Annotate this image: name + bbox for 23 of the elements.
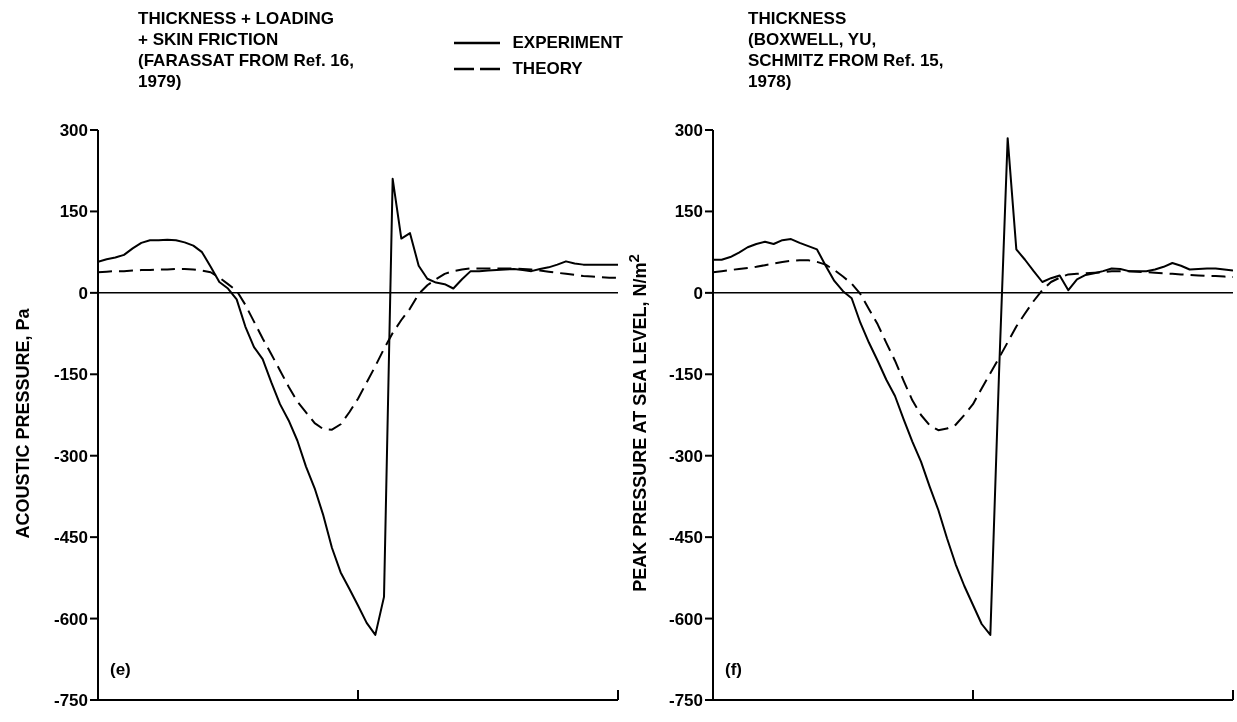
- y-tick-label: -150: [53, 365, 88, 385]
- y-tick-label: 300: [59, 121, 88, 141]
- y-tick-label: -450: [53, 528, 88, 548]
- y-tick-label: -750: [668, 691, 703, 711]
- legend-label: EXPERIMENT: [512, 33, 623, 53]
- legend-label: THEORY: [512, 59, 583, 79]
- y-tick-label: -150: [668, 365, 703, 385]
- chart-title: THICKNESS + LOADING + SKIN FRICTION (FARASSAT FROM Ref. 16, 1979): [138, 8, 354, 92]
- y-tick-label: 150: [674, 202, 703, 222]
- y-tick-label: -300: [53, 446, 88, 466]
- annotation: (f): [725, 660, 742, 680]
- y-tick-label: 0: [693, 283, 703, 303]
- y-tick-label: -600: [53, 609, 88, 629]
- y-tick-label: -450: [668, 528, 703, 548]
- y-tick-label: -600: [668, 609, 703, 629]
- chart-title: THICKNESS (BOXWELL, YU, SCHMITZ FROM Ref. 15, 1978): [748, 8, 944, 92]
- y-tick-label: 0: [78, 283, 88, 303]
- y-tick-label: -300: [668, 446, 703, 466]
- y-tick-label: 300: [674, 121, 703, 141]
- y-axis-title: ACOUSTIC PRESSURE, Pa: [12, 307, 34, 539]
- annotation: (e): [110, 660, 131, 680]
- y-tick-label: 150: [59, 202, 88, 222]
- y-tick-label: -750: [53, 691, 88, 711]
